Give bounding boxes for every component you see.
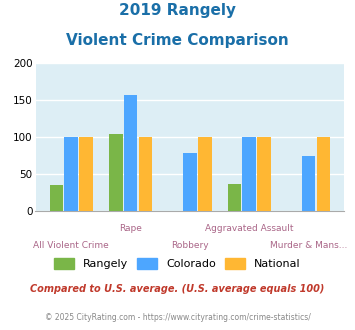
Bar xyxy=(228,184,241,211)
Bar xyxy=(198,137,212,211)
Bar xyxy=(79,137,93,211)
Text: Murder & Mans...: Murder & Mans... xyxy=(270,241,347,250)
Text: Robbery: Robbery xyxy=(171,241,209,250)
Text: Aggravated Assault: Aggravated Assault xyxy=(205,224,294,233)
Bar xyxy=(109,134,122,211)
Bar xyxy=(302,155,316,211)
Text: Violent Crime Comparison: Violent Crime Comparison xyxy=(66,33,289,48)
Bar xyxy=(50,185,63,211)
Bar xyxy=(183,153,197,211)
Bar xyxy=(317,137,330,211)
Bar xyxy=(242,137,256,211)
Text: 2019 Rangely: 2019 Rangely xyxy=(119,3,236,18)
Bar xyxy=(138,137,152,211)
Legend: Rangely, Colorado, National: Rangely, Colorado, National xyxy=(50,253,305,273)
Text: All Violent Crime: All Violent Crime xyxy=(33,241,109,250)
Text: Rape: Rape xyxy=(119,224,142,233)
Text: Compared to U.S. average. (U.S. average equals 100): Compared to U.S. average. (U.S. average … xyxy=(30,284,325,294)
Text: © 2025 CityRating.com - https://www.cityrating.com/crime-statistics/: © 2025 CityRating.com - https://www.city… xyxy=(45,314,310,322)
Bar xyxy=(124,95,137,211)
Bar xyxy=(64,137,78,211)
Bar xyxy=(257,137,271,211)
